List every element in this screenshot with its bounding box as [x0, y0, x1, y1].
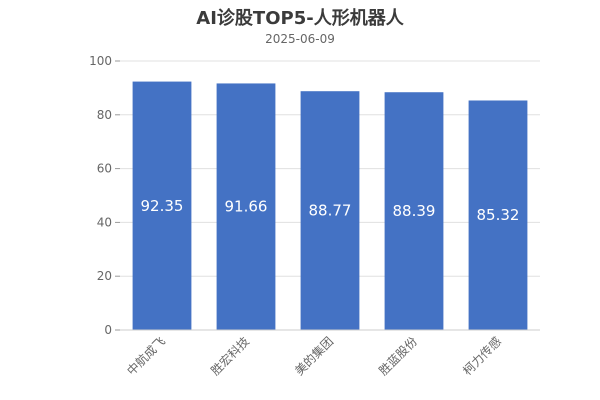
bar-value-label: 88.39 — [393, 202, 436, 220]
chart-subtitle: 2025-06-09 — [265, 32, 335, 46]
x-tick-label: 胜宏科技 — [208, 334, 253, 379]
bar — [468, 100, 528, 330]
bar — [216, 83, 276, 330]
x-tick-label: 胜蓝股份 — [376, 334, 421, 379]
bar — [300, 91, 360, 330]
y-tick-label: 0 — [104, 323, 112, 337]
y-tick-label: 20 — [97, 269, 112, 283]
bar-value-label: 92.35 — [141, 197, 184, 215]
bar-value-label: 85.32 — [477, 206, 520, 224]
chart-title: AI诊股TOP5-人形机器人 — [196, 8, 404, 29]
y-tick-label: 40 — [97, 215, 112, 229]
y-tick-label: 60 — [97, 162, 112, 176]
x-tick-label: 美的集团 — [292, 334, 337, 379]
x-tick-label: 中航成飞 — [124, 334, 169, 379]
bar — [132, 81, 192, 331]
bar-value-label: 88.77 — [309, 202, 352, 220]
y-tick-label: 100 — [89, 54, 112, 68]
x-tick-label: 柯力传感 — [460, 334, 505, 379]
bar-value-label: 91.66 — [225, 198, 268, 216]
bar — [384, 92, 444, 331]
y-tick-label: 80 — [97, 108, 112, 122]
